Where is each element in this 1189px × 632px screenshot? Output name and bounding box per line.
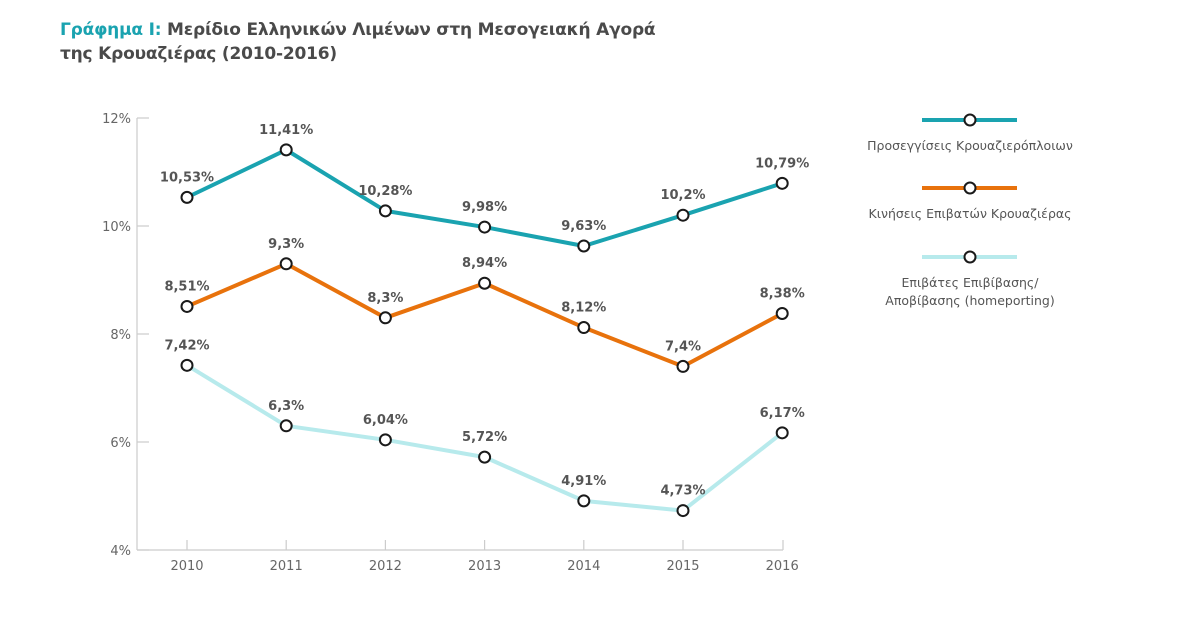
legend-label: Προσεγγίσεις Κρουαζιερόπλοιων xyxy=(867,138,1073,153)
legend-label: Κινήσεις Επιβατών Κρουαζιέρας xyxy=(869,206,1072,221)
legend-marker xyxy=(963,113,977,127)
series-1-marks: 10,53% 11,41% 10,28% 9,98% 9,63% 10,2% 10,79% xyxy=(160,123,809,253)
data-point xyxy=(676,359,690,373)
data-label: 10,2% xyxy=(660,188,705,203)
legend-item-1: Προσεγγίσεις Κρουαζιερόπλοιων xyxy=(867,113,1073,153)
data-point xyxy=(478,220,492,234)
data-label: 5,72% xyxy=(462,430,507,445)
data-point xyxy=(676,208,690,222)
data-point xyxy=(577,494,591,508)
legend-label: Αποβίβασης (homeporting) xyxy=(885,293,1054,308)
axes: 4% 6% 8% 10% 12% 2010 2011 2012 2013 2014 2015 2016 xyxy=(102,112,799,574)
x-tick-label: 2012 xyxy=(369,559,402,574)
data-point xyxy=(775,426,789,440)
chart-title: Γράφημα Ι: Μερίδιο Ελληνικών Λιμένων στη… xyxy=(60,18,656,66)
data-label: 6,17% xyxy=(760,406,805,421)
data-point xyxy=(577,321,591,335)
data-label: 7,42% xyxy=(164,338,209,353)
data-point xyxy=(478,276,492,290)
legend-marker xyxy=(963,181,977,195)
data-label: 8,38% xyxy=(760,286,805,301)
legend: Προσεγγίσεις Κρουαζιερόπλοιων Κινήσεις Επ… xyxy=(867,113,1073,308)
x-tick-label: 2011 xyxy=(270,559,303,574)
y-tick-label: 6% xyxy=(110,436,131,451)
data-label: 10,79% xyxy=(755,156,809,171)
series-2-marks: 8,51% 9,3% 8,3% 8,94% 8,12% 7,4% 8,38% xyxy=(164,237,805,373)
x-tick-label: 2016 xyxy=(766,559,799,574)
data-point xyxy=(180,358,194,372)
data-label: 8,3% xyxy=(367,291,403,306)
y-tick-label: 4% xyxy=(110,544,131,559)
legend-item-3: Επιβάτες Επιβίβασης/Αποβίβασης (homeport… xyxy=(885,250,1055,308)
data-label: 10,53% xyxy=(160,170,214,185)
data-point xyxy=(378,433,392,447)
data-point xyxy=(577,239,591,253)
data-label: 6,3% xyxy=(268,399,304,414)
data-label: 8,12% xyxy=(561,301,606,316)
y-tick-label: 10% xyxy=(102,220,131,235)
data-point xyxy=(180,190,194,204)
data-point xyxy=(378,311,392,325)
data-label: 9,63% xyxy=(561,219,606,234)
data-label: 6,04% xyxy=(363,413,408,428)
data-label: 10,28% xyxy=(358,184,412,199)
data-point xyxy=(180,299,194,313)
data-point xyxy=(378,204,392,218)
data-label: 9,98% xyxy=(462,200,507,215)
legend-marker xyxy=(963,250,977,264)
legend-label: Επιβάτες Επιβίβασης/ xyxy=(902,275,1040,290)
data-label: 8,94% xyxy=(462,256,507,271)
chart-title-prefix: Γράφημα Ι: xyxy=(60,20,162,40)
chart-title-line2: της Κρουαζιέρας (2010-2016) xyxy=(60,44,337,64)
legend-item-2: Κινήσεις Επιβατών Κρουαζιέρας xyxy=(869,181,1072,221)
x-tick-label: 2014 xyxy=(567,559,600,574)
series-3-marks: 7,42% 6,3% 6,04% 5,72% 4,91% 4,73% 6,17% xyxy=(164,338,805,518)
data-point xyxy=(279,143,293,157)
data-label: 11,41% xyxy=(259,123,313,138)
y-tick-label: 12% xyxy=(102,112,131,127)
chart-title-line1: Μερίδιο Ελληνικών Λιμένων στη Μεσογειακή… xyxy=(167,20,656,40)
data-point xyxy=(279,257,293,271)
data-point xyxy=(775,306,789,320)
x-tick-label: 2010 xyxy=(170,559,203,574)
data-point xyxy=(478,450,492,464)
data-label: 7,4% xyxy=(665,339,701,354)
data-point xyxy=(279,419,293,433)
data-point xyxy=(676,504,690,518)
data-label: 4,73% xyxy=(660,484,705,499)
x-tick-label: 2013 xyxy=(468,559,501,574)
x-tick-label: 2015 xyxy=(666,559,699,574)
data-point xyxy=(775,176,789,190)
data-label: 9,3% xyxy=(268,237,304,252)
y-tick-label: 8% xyxy=(110,328,131,343)
series-group: 10,53% 11,41% 10,28% 9,98% 9,63% 10,2% 10,79% 8… xyxy=(160,123,809,518)
data-label: 4,91% xyxy=(561,474,606,489)
data-label: 8,51% xyxy=(164,279,209,294)
